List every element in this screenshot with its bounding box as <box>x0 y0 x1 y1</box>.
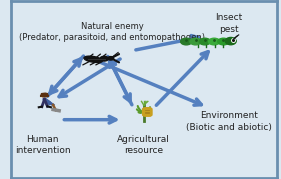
Text: Human
intervention: Human intervention <box>15 135 71 155</box>
Ellipse shape <box>199 38 210 45</box>
Text: Natural enemy
(Predator, parasitoid, and entomopathogen): Natural enemy (Predator, parasitoid, and… <box>19 22 205 42</box>
Ellipse shape <box>225 37 236 45</box>
FancyBboxPatch shape <box>142 108 152 116</box>
Ellipse shape <box>181 38 192 45</box>
Text: Insect
pest: Insect pest <box>215 13 243 34</box>
Ellipse shape <box>108 57 114 60</box>
Ellipse shape <box>84 56 102 62</box>
Ellipse shape <box>100 56 108 61</box>
Polygon shape <box>41 93 48 96</box>
Ellipse shape <box>209 38 220 45</box>
Text: Environment
(Biotic and abiotic): Environment (Biotic and abiotic) <box>186 111 272 132</box>
Ellipse shape <box>218 38 229 45</box>
Ellipse shape <box>190 38 201 45</box>
Text: Agricultural
resource: Agricultural resource <box>117 135 170 155</box>
Ellipse shape <box>43 95 46 98</box>
